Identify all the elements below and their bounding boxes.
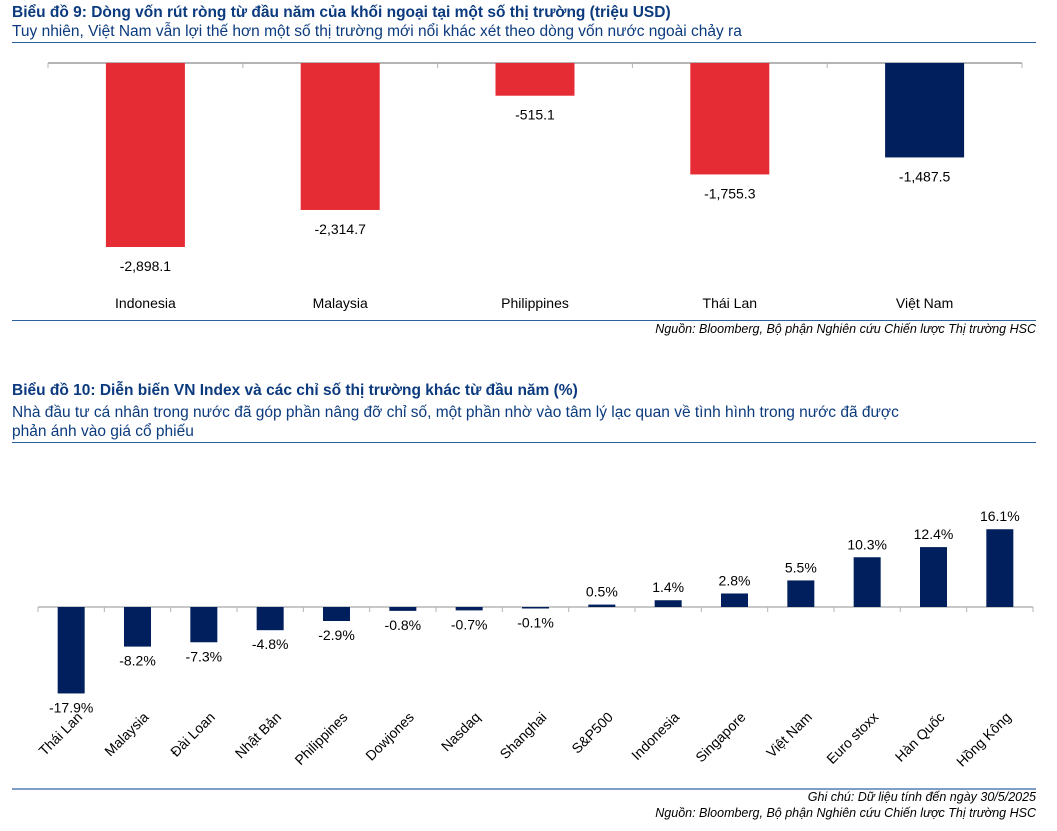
chart10-subtitle-line1: Nhà đầu tư cá nhân trong nước đã góp phầ… [12, 404, 899, 421]
bar-1 [105, 63, 185, 247]
bar-14 [920, 547, 947, 607]
bar-1 [57, 607, 85, 694]
category-label: Malaysia [313, 295, 368, 311]
chart10-source: Nguồn: Bloomberg, Bộ phận Nghiên cứu Chi… [655, 806, 1036, 820]
category-label: Singapore [692, 709, 749, 766]
category-label: Nhật Bản [232, 709, 285, 762]
data-label: 0.5% [586, 584, 618, 600]
data-label: -0.1% [517, 615, 554, 631]
data-label: -17.9% [49, 699, 93, 715]
bar-5 [885, 63, 965, 158]
chart9-title: Biểu đồ 9: Dòng vốn rút ròng từ đầu năm … [12, 4, 671, 21]
data-label: -1,755.3 [704, 185, 756, 201]
data-label: 12.4% [914, 526, 954, 542]
category-label: Indonesia [628, 709, 682, 763]
category-label: Euro stoxx [823, 709, 881, 767]
bar-7 [455, 607, 483, 611]
bar-2 [300, 63, 380, 210]
bar-3 [190, 607, 218, 643]
bar-9 [588, 604, 616, 607]
bar-3 [495, 63, 575, 96]
bar-10 [654, 600, 682, 607]
data-label: 5.5% [785, 559, 817, 575]
bar-13 [853, 557, 881, 607]
bar-2 [124, 607, 151, 647]
bar-4 [690, 63, 770, 175]
data-label: 2.8% [719, 572, 751, 588]
data-label: -4.8% [252, 636, 289, 652]
category-label: Philippines [291, 709, 350, 768]
category-label: Philippines [501, 295, 569, 311]
chart10-header-rule [12, 442, 1036, 443]
chart9-subtitle: Tuy nhiên, Việt Nam vẫn lợi thế hơn một … [12, 23, 742, 40]
category-label: Malaysia [101, 709, 152, 760]
category-label: Thái Lan [35, 709, 85, 759]
chart10-title: Biểu đồ 10: Diễn biến VN Index và các ch… [12, 382, 578, 399]
data-label: -2.9% [318, 627, 355, 643]
category-label: Đài Loan [167, 709, 218, 760]
chart10-subtitle-line2: phản ánh vào giá cổ phiếu [12, 423, 194, 440]
data-label: -1,487.5 [899, 168, 951, 184]
data-label: -515.1 [515, 107, 555, 123]
data-label: -0.7% [451, 616, 488, 632]
category-label: Hồng Kông [953, 709, 1014, 770]
bar-11 [721, 593, 748, 607]
category-label: S&P500 [568, 709, 616, 757]
data-label: -8.2% [119, 653, 156, 669]
data-label: -2,898.1 [120, 258, 172, 274]
bar-5 [323, 607, 350, 622]
chart10-note: Ghi chú: Dữ liệu tính đến ngày 30/5/2025 [807, 790, 1036, 804]
bar-12 [787, 580, 815, 607]
data-label: -7.3% [186, 648, 223, 664]
chart9-footer-rule [12, 320, 1036, 321]
chart9-header-rule [12, 42, 1036, 43]
category-label: Dowjones [362, 709, 417, 764]
data-label: -0.8% [385, 617, 422, 633]
chart9-source: Nguồn: Bloomberg, Bộ phận Nghiên cứu Chi… [655, 322, 1036, 336]
category-label: Việt Nam [763, 709, 815, 761]
bar-8 [522, 607, 549, 609]
category-label: Thái Lan [703, 295, 757, 311]
data-label: 16.1% [980, 508, 1020, 524]
category-label: Nasdaq [438, 709, 483, 754]
data-label: 1.4% [652, 579, 684, 595]
category-label: Indonesia [115, 295, 176, 311]
bar-15 [986, 529, 1014, 607]
data-label: 10.3% [847, 536, 887, 552]
category-label: Việt Nam [896, 295, 953, 311]
category-label: Shanghai [496, 709, 549, 762]
category-label: Hàn Quốc [892, 709, 948, 765]
chart9-plot: -2,898.1 Indonesia -2,314.7 Malaysia -515.1 P… [47, 62, 1023, 311]
bar-4 [256, 607, 284, 631]
bar-6 [389, 607, 417, 611]
data-label: -2,314.7 [315, 221, 367, 237]
chart10-footer-rule [12, 788, 1036, 790]
